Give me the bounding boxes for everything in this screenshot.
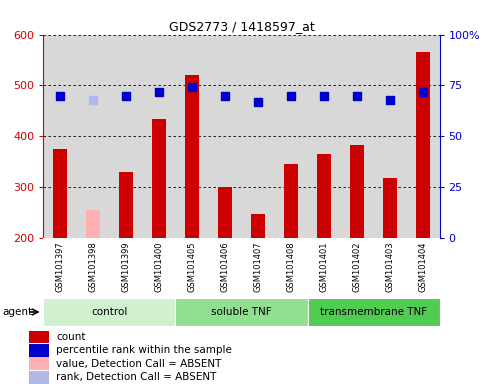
Bar xyxy=(152,119,167,238)
Text: count: count xyxy=(57,332,86,342)
Point xyxy=(89,97,97,103)
Bar xyxy=(175,298,308,326)
Text: GSM101402: GSM101402 xyxy=(353,241,361,291)
Bar xyxy=(185,75,199,238)
Text: GSM101408: GSM101408 xyxy=(286,241,296,292)
Bar xyxy=(28,358,49,370)
Bar xyxy=(251,214,266,238)
Point xyxy=(386,97,394,103)
Text: GSM101405: GSM101405 xyxy=(187,241,197,291)
Bar xyxy=(217,187,232,238)
Text: GSM101399: GSM101399 xyxy=(122,241,130,292)
Point xyxy=(188,84,196,91)
Point xyxy=(419,88,427,94)
Text: GSM101397: GSM101397 xyxy=(56,241,64,292)
Bar xyxy=(43,298,175,326)
Bar xyxy=(316,154,331,238)
Bar xyxy=(28,331,49,343)
Point xyxy=(353,93,361,99)
Bar xyxy=(350,146,365,238)
Text: GSM101398: GSM101398 xyxy=(88,241,98,292)
Bar xyxy=(53,149,68,238)
Bar xyxy=(85,210,100,238)
Point xyxy=(221,93,229,99)
Text: rank, Detection Call = ABSENT: rank, Detection Call = ABSENT xyxy=(57,372,217,382)
Text: GSM101400: GSM101400 xyxy=(155,241,163,291)
Bar xyxy=(28,371,49,384)
Text: control: control xyxy=(91,307,128,317)
Text: soluble TNF: soluble TNF xyxy=(211,307,272,317)
Text: GSM101406: GSM101406 xyxy=(221,241,229,292)
Text: agent: agent xyxy=(2,307,32,317)
Point xyxy=(155,88,163,94)
Text: GSM101403: GSM101403 xyxy=(385,241,395,292)
Bar xyxy=(415,52,430,238)
Bar xyxy=(383,178,398,238)
Text: percentile rank within the sample: percentile rank within the sample xyxy=(57,345,232,356)
Text: GSM101401: GSM101401 xyxy=(320,241,328,291)
Title: GDS2773 / 1418597_at: GDS2773 / 1418597_at xyxy=(169,20,314,33)
Point xyxy=(56,93,64,99)
Point xyxy=(254,99,262,105)
Bar xyxy=(28,344,49,357)
Point xyxy=(287,93,295,99)
Text: transmembrane TNF: transmembrane TNF xyxy=(320,307,427,317)
Point xyxy=(122,93,130,99)
Bar xyxy=(308,298,440,326)
Bar xyxy=(284,164,298,238)
Text: GSM101407: GSM101407 xyxy=(254,241,262,292)
Text: GSM101404: GSM101404 xyxy=(419,241,427,291)
Text: value, Detection Call = ABSENT: value, Detection Call = ABSENT xyxy=(57,359,222,369)
Point xyxy=(320,93,328,99)
Bar xyxy=(118,172,133,238)
